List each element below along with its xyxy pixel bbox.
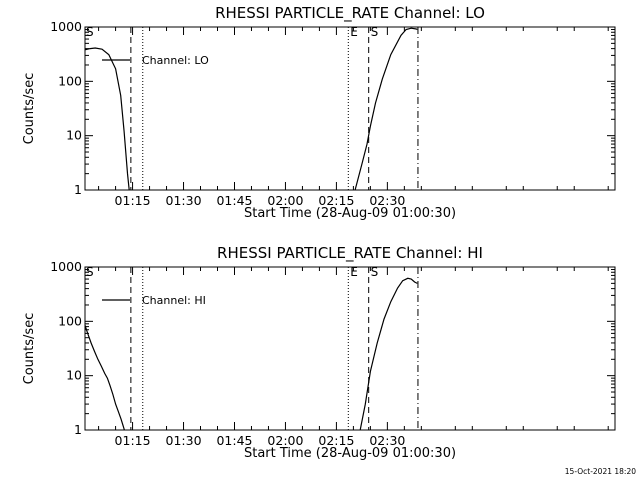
y-tick-label: 10	[66, 128, 82, 143]
x-tick-label: 02:00	[267, 193, 303, 208]
y-tick-label: 1000	[50, 259, 82, 274]
chart-title: RHESSI PARTICLE_RATE Channel: HI	[217, 244, 483, 263]
y-tick-label: 1	[74, 422, 82, 437]
data-series-line	[354, 27, 418, 191]
x-axis-label: Start Time (28-Aug-09 01:00:30)	[244, 206, 456, 221]
event-line-label: S	[371, 265, 379, 279]
x-axis-label: Start Time (28-Aug-09 01:00:30)	[244, 446, 456, 461]
chart-panel-2: RHESSI PARTICLE_RATE Channel: HI 1 10 100 10…	[22, 244, 616, 461]
y-tick-label: 100	[58, 313, 82, 328]
event-line-label: S	[371, 25, 379, 39]
y-axis-label: Counts/sec	[22, 313, 37, 385]
chart-panel-1: RHESSI PARTICLE_RATE Channel: LO 1 10 100 10…	[22, 4, 616, 221]
plot-frame	[84, 266, 616, 431]
x-tick-label: 01:30	[166, 193, 202, 208]
data-series-line	[84, 325, 125, 431]
y-axis-label: Counts/sec	[22, 73, 37, 145]
x-tick-label: 01:15	[115, 433, 151, 448]
x-tick-label: 02:00	[267, 433, 303, 448]
x-tick-label: 02:30	[369, 193, 405, 208]
x-tick-label: 01:45	[216, 193, 252, 208]
corner-label: S	[86, 265, 94, 279]
legend-label: Channel: LO	[142, 54, 209, 67]
x-tick-label: 02:30	[369, 433, 405, 448]
y-tick-label: 100	[58, 73, 82, 88]
x-tick-label: 01:30	[166, 433, 202, 448]
data-series-line	[84, 47, 130, 191]
y-tick-label: 1000	[50, 19, 82, 34]
plot-frame	[84, 26, 616, 191]
x-tick-label: 01:15	[115, 193, 151, 208]
x-tick-label: 01:45	[216, 433, 252, 448]
y-tick-label: 1	[74, 182, 82, 197]
footer-timestamp: 15-Oct-2021 18:20	[565, 467, 636, 476]
chart-title: RHESSI PARTICLE_RATE Channel: LO	[215, 4, 485, 23]
y-tick-label: 10	[66, 368, 82, 383]
event-line-label: E	[350, 265, 358, 279]
data-series-line	[359, 277, 418, 431]
x-tick-label: 02:15	[318, 193, 354, 208]
x-tick-label: 02:15	[318, 433, 354, 448]
event-line-label: E	[350, 25, 358, 39]
legend-label: Channel: HI	[142, 294, 206, 307]
corner-label: S	[86, 25, 94, 39]
